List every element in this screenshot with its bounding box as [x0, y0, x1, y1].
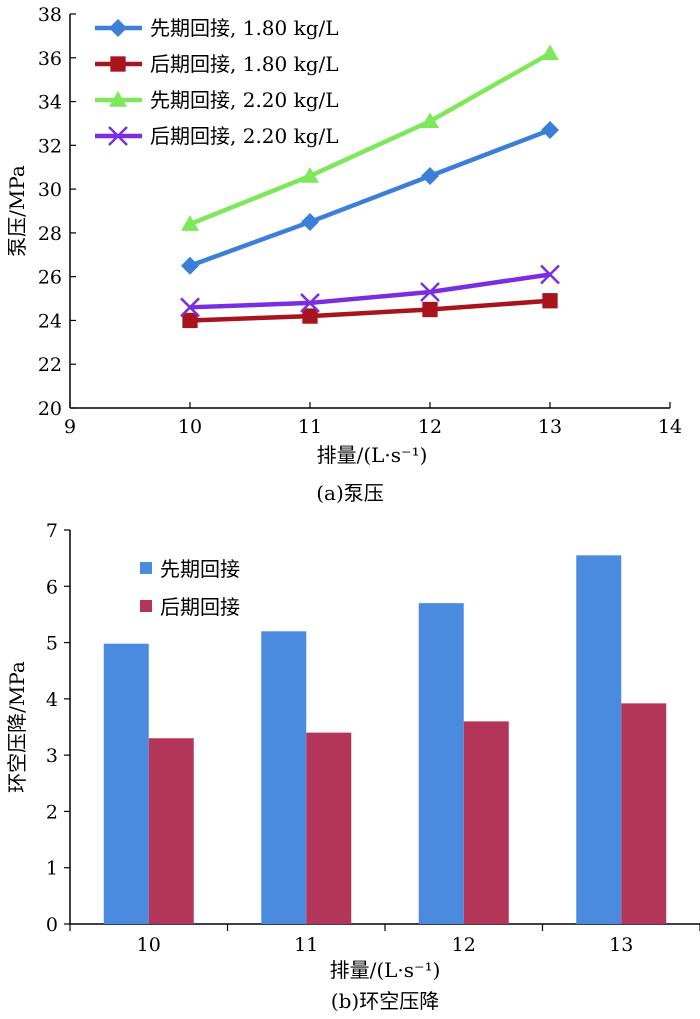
marker-triangle — [541, 44, 559, 61]
y-tick-label: 1 — [46, 858, 58, 880]
marker-x — [540, 264, 560, 285]
bar-0 — [418, 603, 464, 924]
legend: 先期回接, 1.80 kg/L 后期回接, 1.80 kg/L 先期回接, 2.20… — [95, 16, 339, 148]
y-tick-label: 28 — [38, 223, 62, 245]
x-tick-label: 11 — [294, 934, 318, 956]
pump-pressure-chart: 20 22 24 26 28 30 32 34 36 38 9 10 11 12 13 14 排量/(L·s⁻¹… — [5, 4, 682, 505]
legend-label: 先期回接, 1.80 kg/L — [150, 16, 339, 40]
marker-triangle — [109, 91, 127, 107]
series-line-2 — [181, 44, 559, 231]
marker-diamond — [541, 121, 559, 140]
x-tick-label: 9 — [64, 416, 76, 438]
marker-x — [180, 297, 200, 318]
y-tick-label: 32 — [38, 135, 62, 157]
y-tick-label: 24 — [38, 310, 62, 332]
x-tick-label: 10 — [178, 416, 202, 438]
y-tick-label: 0 — [46, 914, 58, 936]
series-line — [189, 298, 551, 323]
y-tick-label: 36 — [38, 48, 62, 70]
y-tick-label: 7 — [46, 520, 58, 542]
y-tick-label: 3 — [46, 745, 58, 767]
legend-label: 先期回接 — [160, 557, 240, 581]
marker-square — [302, 308, 318, 324]
marker-diamond — [181, 256, 199, 275]
legend-item: 先期回接, 2.20 kg/L — [95, 88, 339, 112]
legend-item: 后期回接, 2.20 kg/L — [95, 124, 339, 148]
marker-square — [110, 56, 126, 72]
legend-item: 后期回接 — [140, 595, 240, 619]
legend-swatch — [140, 562, 152, 574]
x-tick-label: 13 — [538, 416, 562, 438]
bar-1 — [621, 703, 667, 924]
marker-square — [422, 301, 438, 318]
marker-x — [300, 293, 320, 313]
marker-diamond — [421, 166, 439, 185]
y-tick-label: 22 — [38, 354, 62, 376]
marker-x — [108, 126, 128, 146]
x-tick-label: 10 — [137, 934, 161, 956]
bar-0 — [576, 555, 622, 924]
y-tick-label: 38 — [38, 4, 62, 26]
marker-square — [542, 293, 558, 309]
bar-1 — [463, 721, 509, 924]
chart-caption: (b)环空压降 — [331, 989, 439, 1013]
legend-label: 后期回接 — [160, 595, 240, 619]
marker-square — [182, 312, 198, 329]
series-line — [189, 51, 552, 227]
series-line — [189, 127, 551, 268]
marker-x — [420, 282, 440, 302]
bar-0 — [261, 631, 307, 924]
chart-caption: (a)泵压 — [316, 481, 384, 505]
y-tick-label: 5 — [46, 633, 58, 655]
y-tick-label: 2 — [46, 801, 58, 823]
x-axis-title: 排量/(L·s⁻¹) — [330, 958, 441, 982]
series-line-0 — [181, 121, 559, 275]
legend-swatch — [140, 600, 152, 612]
series-line-1 — [182, 293, 558, 329]
x-axis-title: 排量/(L·s⁻¹) — [317, 443, 428, 467]
x-tick-label: 12 — [418, 416, 442, 438]
x-tick-label: 11 — [298, 416, 322, 438]
y-axis-title: 泵压/MPa — [5, 165, 29, 257]
y-tick-label: 30 — [38, 179, 62, 201]
marker-triangle — [181, 215, 199, 231]
legend-item: 先期回接 — [140, 557, 240, 581]
legend-label: 先期回接, 2.20 kg/L — [150, 88, 339, 112]
legend-item: 先期回接, 1.80 kg/L — [95, 16, 339, 40]
x-tick-label: 14 — [658, 416, 682, 438]
y-tick-label: 26 — [38, 267, 62, 289]
series-line-3 — [180, 264, 560, 318]
series-line — [189, 272, 551, 310]
legend-item: 后期回接, 1.80 kg/L — [95, 52, 339, 76]
bar-0 — [103, 643, 149, 924]
y-tick-label: 34 — [38, 92, 62, 114]
x-tick-label: 13 — [609, 934, 633, 956]
y-tick-label: 20 — [38, 398, 62, 420]
y-axis-title: 环空压降/MPa — [5, 661, 29, 793]
bar-1 — [148, 738, 194, 924]
bar-1 — [306, 732, 352, 924]
marker-triangle — [301, 166, 319, 183]
marker-diamond — [301, 212, 319, 231]
y-tick-label: 6 — [46, 576, 58, 598]
y-tick-label: 4 — [46, 689, 58, 711]
marker-triangle — [421, 112, 439, 129]
legend-label: 后期回接, 1.80 kg/L — [150, 52, 339, 76]
legend-label: 后期回接, 2.20 kg/L — [150, 124, 339, 148]
x-tick-label: 12 — [452, 934, 476, 956]
marker-diamond — [109, 19, 127, 37]
